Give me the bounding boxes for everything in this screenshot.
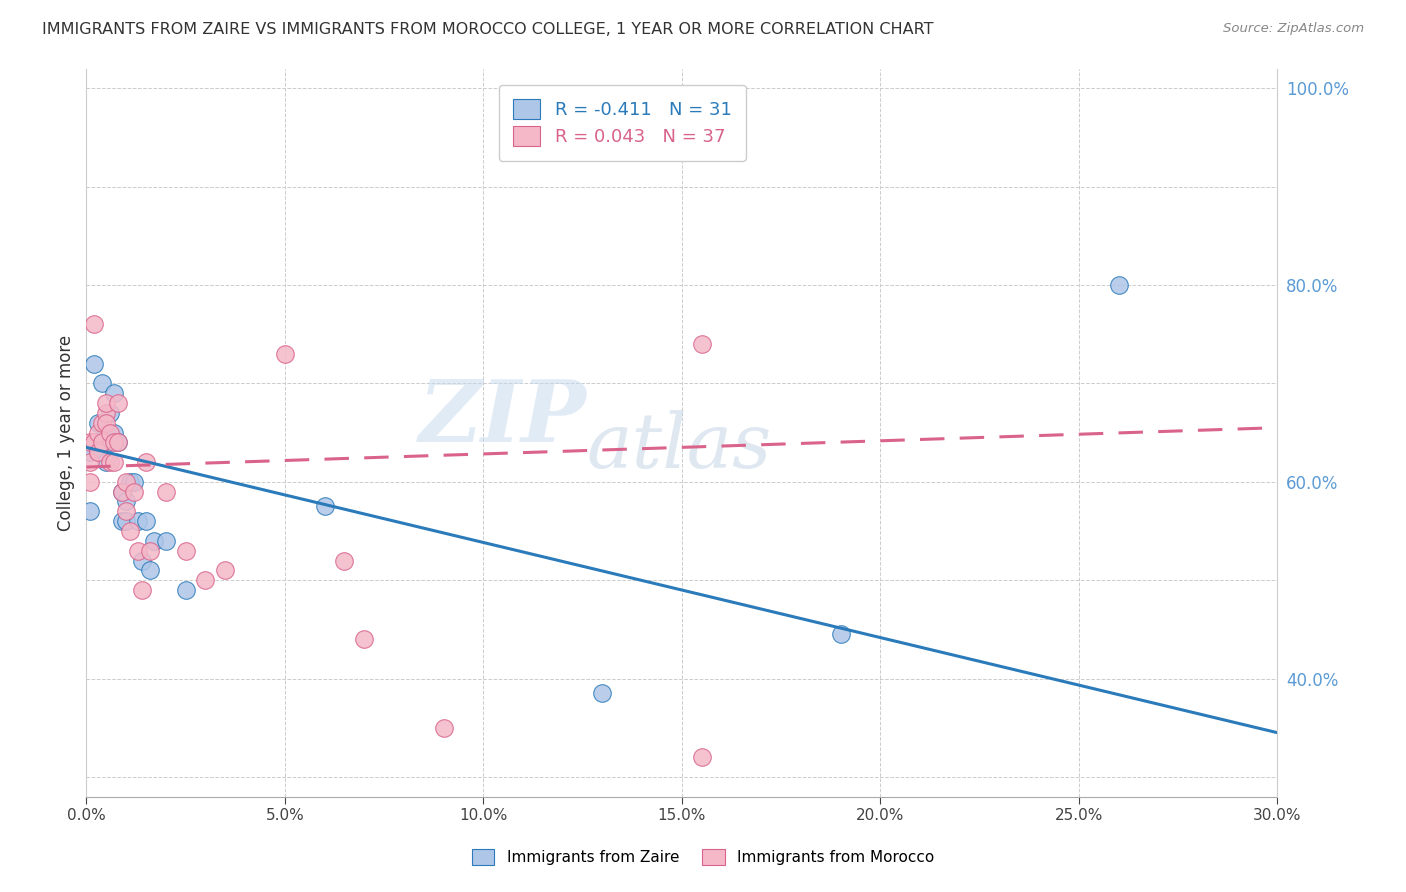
Point: [111, 514, 134, 528]
Point: [131, 582, 153, 597]
Point: [87, 445, 110, 459]
Point: [107, 396, 129, 410]
Point: [592, 686, 614, 700]
Point: [111, 484, 134, 499]
Point: [91, 435, 114, 450]
Point: [174, 543, 197, 558]
Point: [131, 553, 153, 567]
Point: [98, 435, 121, 450]
Point: [353, 632, 375, 647]
Point: [103, 386, 125, 401]
Point: [79, 475, 101, 489]
Point: [194, 573, 217, 587]
Point: [94, 425, 117, 440]
Y-axis label: College, 1 year or more: College, 1 year or more: [58, 334, 75, 531]
Point: [174, 582, 197, 597]
Point: [127, 514, 149, 528]
Point: [115, 514, 138, 528]
Point: [83, 318, 105, 332]
Point: [79, 445, 101, 459]
Point: [115, 504, 138, 518]
Text: IMMIGRANTS FROM ZAIRE VS IMMIGRANTS FROM MOROCCO COLLEGE, 1 YEAR OR MORE CORRELA: IMMIGRANTS FROM ZAIRE VS IMMIGRANTS FROM…: [42, 22, 934, 37]
Point: [111, 484, 134, 499]
Text: Source: ZipAtlas.com: Source: ZipAtlas.com: [1223, 22, 1364, 36]
Point: [314, 500, 336, 514]
Point: [91, 376, 114, 391]
Point: [690, 337, 713, 351]
Point: [142, 533, 165, 548]
Point: [103, 455, 125, 469]
Point: [333, 553, 356, 567]
Point: [107, 435, 129, 450]
Point: [155, 484, 177, 499]
Point: [83, 435, 105, 450]
Point: [79, 435, 101, 450]
Point: [122, 484, 145, 499]
Legend: R = -0.411   N = 31, R = 0.043   N = 37: R = -0.411 N = 31, R = 0.043 N = 37: [499, 85, 747, 161]
Point: [83, 435, 105, 450]
Point: [79, 455, 101, 469]
Point: [98, 455, 121, 469]
Point: [79, 504, 101, 518]
Point: [94, 455, 117, 469]
Point: [107, 435, 129, 450]
Point: [98, 406, 121, 420]
Text: ZIP: ZIP: [419, 376, 586, 459]
Point: [118, 475, 141, 489]
Point: [139, 563, 162, 577]
Point: [103, 425, 125, 440]
Point: [115, 475, 138, 489]
Point: [690, 750, 713, 764]
Point: [87, 445, 110, 459]
Point: [135, 514, 157, 528]
Point: [830, 627, 852, 641]
Point: [91, 416, 114, 430]
Point: [214, 563, 236, 577]
Point: [94, 396, 117, 410]
Point: [135, 455, 157, 469]
Point: [139, 543, 162, 558]
Point: [122, 475, 145, 489]
Point: [83, 357, 105, 371]
Point: [433, 721, 456, 735]
Legend: Immigrants from Zaire, Immigrants from Morocco: Immigrants from Zaire, Immigrants from M…: [465, 843, 941, 871]
Point: [103, 435, 125, 450]
Point: [94, 416, 117, 430]
Point: [155, 533, 177, 548]
Point: [115, 494, 138, 508]
Point: [87, 425, 110, 440]
Point: [274, 347, 297, 361]
Point: [118, 524, 141, 538]
Text: atlas: atlas: [586, 410, 772, 484]
Point: [94, 406, 117, 420]
Point: [127, 543, 149, 558]
Point: [87, 416, 110, 430]
Point: [1108, 278, 1130, 293]
Point: [98, 425, 121, 440]
